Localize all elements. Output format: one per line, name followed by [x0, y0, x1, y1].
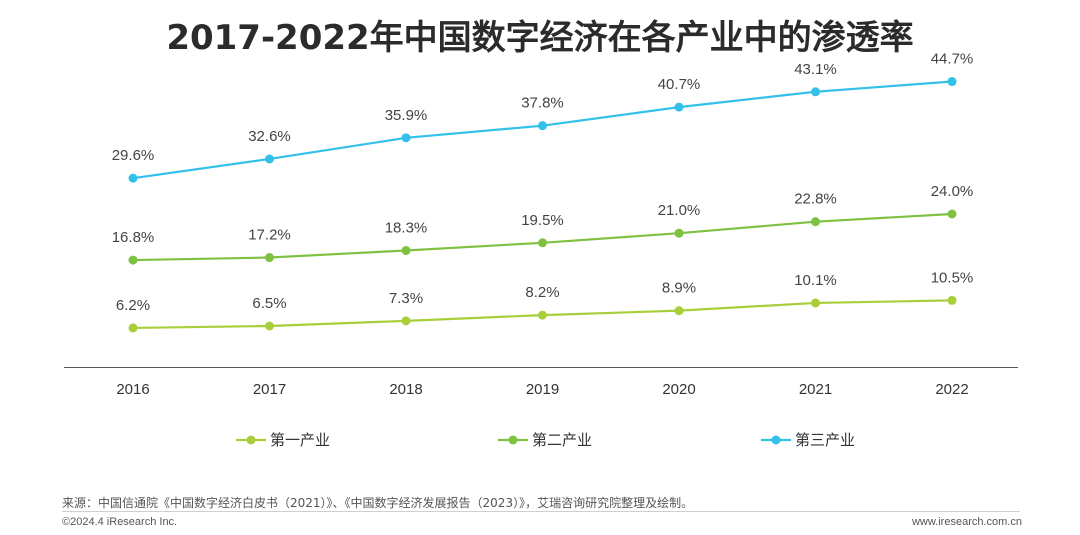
data-label: 6.2%	[116, 297, 150, 314]
legend-label: 第三产业	[795, 431, 855, 449]
data-label: 24.0%	[931, 183, 974, 200]
x-tick-label: 2016	[116, 381, 149, 398]
data-label: 8.2%	[525, 284, 559, 301]
x-tick-label: 2019	[526, 381, 559, 398]
x-tick-label: 2020	[662, 381, 695, 398]
data-point	[401, 133, 411, 143]
data-label: 18.3%	[385, 219, 428, 236]
data-label: 21.0%	[658, 202, 701, 219]
data-label: 35.9%	[385, 107, 428, 124]
data-label: 16.8%	[112, 229, 155, 246]
chart-title: 2017-2022年中国数字经济在各产业中的渗透率	[166, 18, 914, 58]
series-layer: 6.2% 6.5% 7.3% 8.2% 8.9% 10.1% 10.5% 16.8% 17.2%…	[112, 51, 974, 333]
data-label: 19.5%	[521, 212, 564, 229]
data-label: 7.3%	[389, 290, 423, 307]
legend-label: 第二产业	[532, 431, 592, 449]
legend: 第一产业 第二产业 第三产业	[236, 431, 855, 449]
legend-swatch-dot	[771, 435, 781, 445]
data-point	[674, 102, 684, 112]
legend-item: 第三产业	[761, 431, 855, 449]
data-point	[947, 209, 957, 219]
data-label: 29.6%	[112, 147, 155, 164]
data-point	[674, 228, 684, 238]
data-label: 32.6%	[248, 128, 291, 145]
x-axis: 2016 2017 2018 2019 2020 2021 2022	[64, 367, 1018, 398]
data-point	[128, 255, 138, 265]
data-label: 22.8%	[794, 191, 837, 208]
data-label: 8.9%	[662, 280, 696, 297]
x-tick-label: 2022	[935, 381, 968, 398]
footer-divider	[62, 511, 1020, 512]
data-point	[538, 238, 547, 248]
data-point	[538, 310, 547, 320]
data-point	[128, 173, 138, 183]
data-point	[401, 245, 411, 255]
data-label: 6.5%	[252, 295, 286, 312]
legend-swatch-dot	[508, 435, 518, 445]
data-label: 40.7%	[658, 76, 701, 93]
line-chart: 2016 2017 2018 2019 2020 2021 2022 6.2% 6.5% 7.3…	[64, 51, 1018, 449]
data-label: 17.2%	[248, 227, 291, 244]
x-tick-label: 2018	[389, 381, 422, 398]
data-point	[947, 295, 957, 305]
legend-item: 第一产业	[236, 431, 330, 449]
legend-label: 第一产业	[270, 431, 330, 449]
data-point	[538, 121, 547, 131]
data-point	[811, 217, 820, 227]
x-tick-label: 2017	[253, 381, 286, 398]
data-point	[265, 253, 274, 263]
website-link[interactable]: www.iresearch.com.cn	[911, 516, 1022, 528]
data-point	[811, 298, 820, 308]
legend-swatch-dot	[246, 435, 256, 445]
series-3: 29.6% 32.6% 35.9% 37.8% 40.7% 43.1% 44.7%	[112, 51, 974, 183]
x-tick-label: 2021	[799, 381, 832, 398]
data-label: 43.1%	[794, 61, 837, 78]
data-label: 37.8%	[521, 95, 564, 112]
data-point	[674, 306, 684, 316]
copyright: ©2024.4 iResearch Inc.	[62, 516, 178, 528]
data-label: 10.1%	[794, 272, 837, 289]
data-point	[265, 321, 274, 331]
data-point	[811, 87, 820, 97]
data-point	[265, 154, 274, 164]
source-note: 来源：中国信通院《中国数字经济白皮书（2021）》、《中国数字经济发展报告（20…	[62, 496, 694, 510]
data-point	[947, 77, 957, 87]
data-label: 10.5%	[931, 269, 974, 286]
data-label: 44.7%	[931, 51, 974, 68]
legend-item: 第二产业	[498, 431, 592, 449]
series-2: 16.8% 17.2% 18.3% 19.5% 21.0% 22.8% 24.0%	[112, 183, 974, 265]
series-1: 6.2% 6.5% 7.3% 8.2% 8.9% 10.1% 10.5%	[116, 269, 974, 333]
data-point	[128, 323, 138, 333]
data-point	[401, 316, 411, 326]
